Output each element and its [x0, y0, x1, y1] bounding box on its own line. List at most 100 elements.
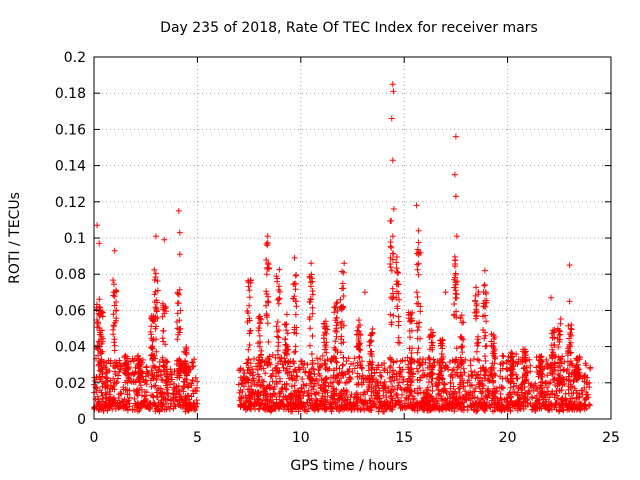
peak-point [389, 81, 396, 88]
data-point [251, 396, 258, 403]
burst-point [182, 366, 189, 373]
data-point [163, 359, 170, 366]
data-point [381, 365, 388, 372]
data-point [335, 395, 342, 402]
data-point [495, 397, 502, 404]
data-point [534, 386, 541, 392]
data-point [411, 387, 418, 394]
data-point [482, 392, 489, 399]
data-point [149, 392, 156, 399]
burst-point [395, 318, 402, 325]
data-point [154, 386, 161, 393]
data-point [358, 376, 365, 382]
burst-point [245, 364, 252, 371]
data-point [578, 387, 585, 394]
data-point [237, 401, 244, 408]
burst-point [390, 359, 397, 366]
data-point [303, 382, 310, 389]
data-point [467, 362, 474, 369]
data-point [396, 364, 403, 371]
data-point [111, 403, 118, 410]
data-point [447, 385, 454, 392]
data-point [337, 390, 344, 397]
burst-point [507, 364, 513, 371]
data-point [102, 383, 109, 390]
data-point [129, 355, 136, 362]
burst-point [247, 370, 253, 377]
data-point [491, 389, 498, 396]
y-tick-label: 0.16 [55, 122, 86, 138]
data-point [359, 358, 365, 365]
data-point [409, 393, 416, 400]
data-point [456, 381, 463, 388]
burst-point [507, 377, 514, 384]
burst-point [356, 353, 362, 360]
data-point [503, 365, 510, 372]
data-point [164, 397, 171, 403]
data-point [317, 356, 324, 363]
data-point [511, 403, 518, 410]
data-point [459, 399, 466, 406]
burst-point [284, 365, 290, 372]
peak-point [566, 262, 573, 269]
data-point [341, 387, 347, 394]
data-point [298, 358, 305, 365]
burst-point [354, 373, 361, 380]
peak-point [291, 254, 298, 261]
data-point [192, 387, 199, 394]
data-point [355, 380, 362, 386]
data-point [499, 352, 506, 359]
burst-point [263, 240, 270, 247]
burst-point [491, 360, 498, 367]
data-point [110, 375, 117, 382]
burst-point [353, 331, 360, 338]
x-tick-label: 0 [90, 430, 99, 446]
data-point [381, 378, 388, 385]
burst-point [475, 333, 481, 340]
burst-point [174, 300, 181, 306]
data-point [382, 398, 389, 405]
burst-point [454, 278, 461, 285]
burst-point [473, 348, 480, 355]
burst-point [480, 303, 487, 310]
data-point [250, 389, 257, 396]
burst-point [507, 358, 514, 365]
data-point [420, 367, 426, 374]
burst-point [393, 259, 400, 266]
burst-point [176, 372, 183, 379]
y-tick-label: 0.12 [55, 195, 86, 211]
data-point [164, 378, 171, 385]
burst-point [173, 357, 180, 364]
burst-point [292, 272, 299, 279]
burst-point [93, 374, 100, 380]
x-tick-label: 10 [292, 430, 310, 446]
data-point [398, 397, 405, 404]
data-point [116, 357, 123, 364]
burst-point [284, 330, 291, 337]
burst-point [334, 308, 341, 314]
data-point [459, 394, 466, 401]
burst-point [387, 261, 394, 267]
burst-point [368, 353, 375, 360]
burst-point [97, 360, 104, 367]
burst-point [414, 349, 421, 356]
data-point [429, 383, 436, 390]
data-point [561, 380, 568, 387]
data-point [237, 374, 244, 381]
burst-point [161, 304, 168, 311]
data-point [345, 368, 352, 375]
data-point [546, 405, 553, 412]
data-point [311, 390, 318, 397]
data-point [399, 366, 406, 373]
burst-point [255, 360, 262, 367]
burst-point [521, 378, 528, 385]
data-point [143, 389, 150, 396]
burst-point [292, 343, 299, 350]
data-point [145, 370, 152, 377]
data-point [251, 381, 258, 388]
data-point [346, 404, 353, 411]
burst-point [481, 335, 488, 342]
burst-point [95, 352, 102, 359]
burst-point [337, 321, 344, 327]
burst-point [334, 379, 341, 386]
